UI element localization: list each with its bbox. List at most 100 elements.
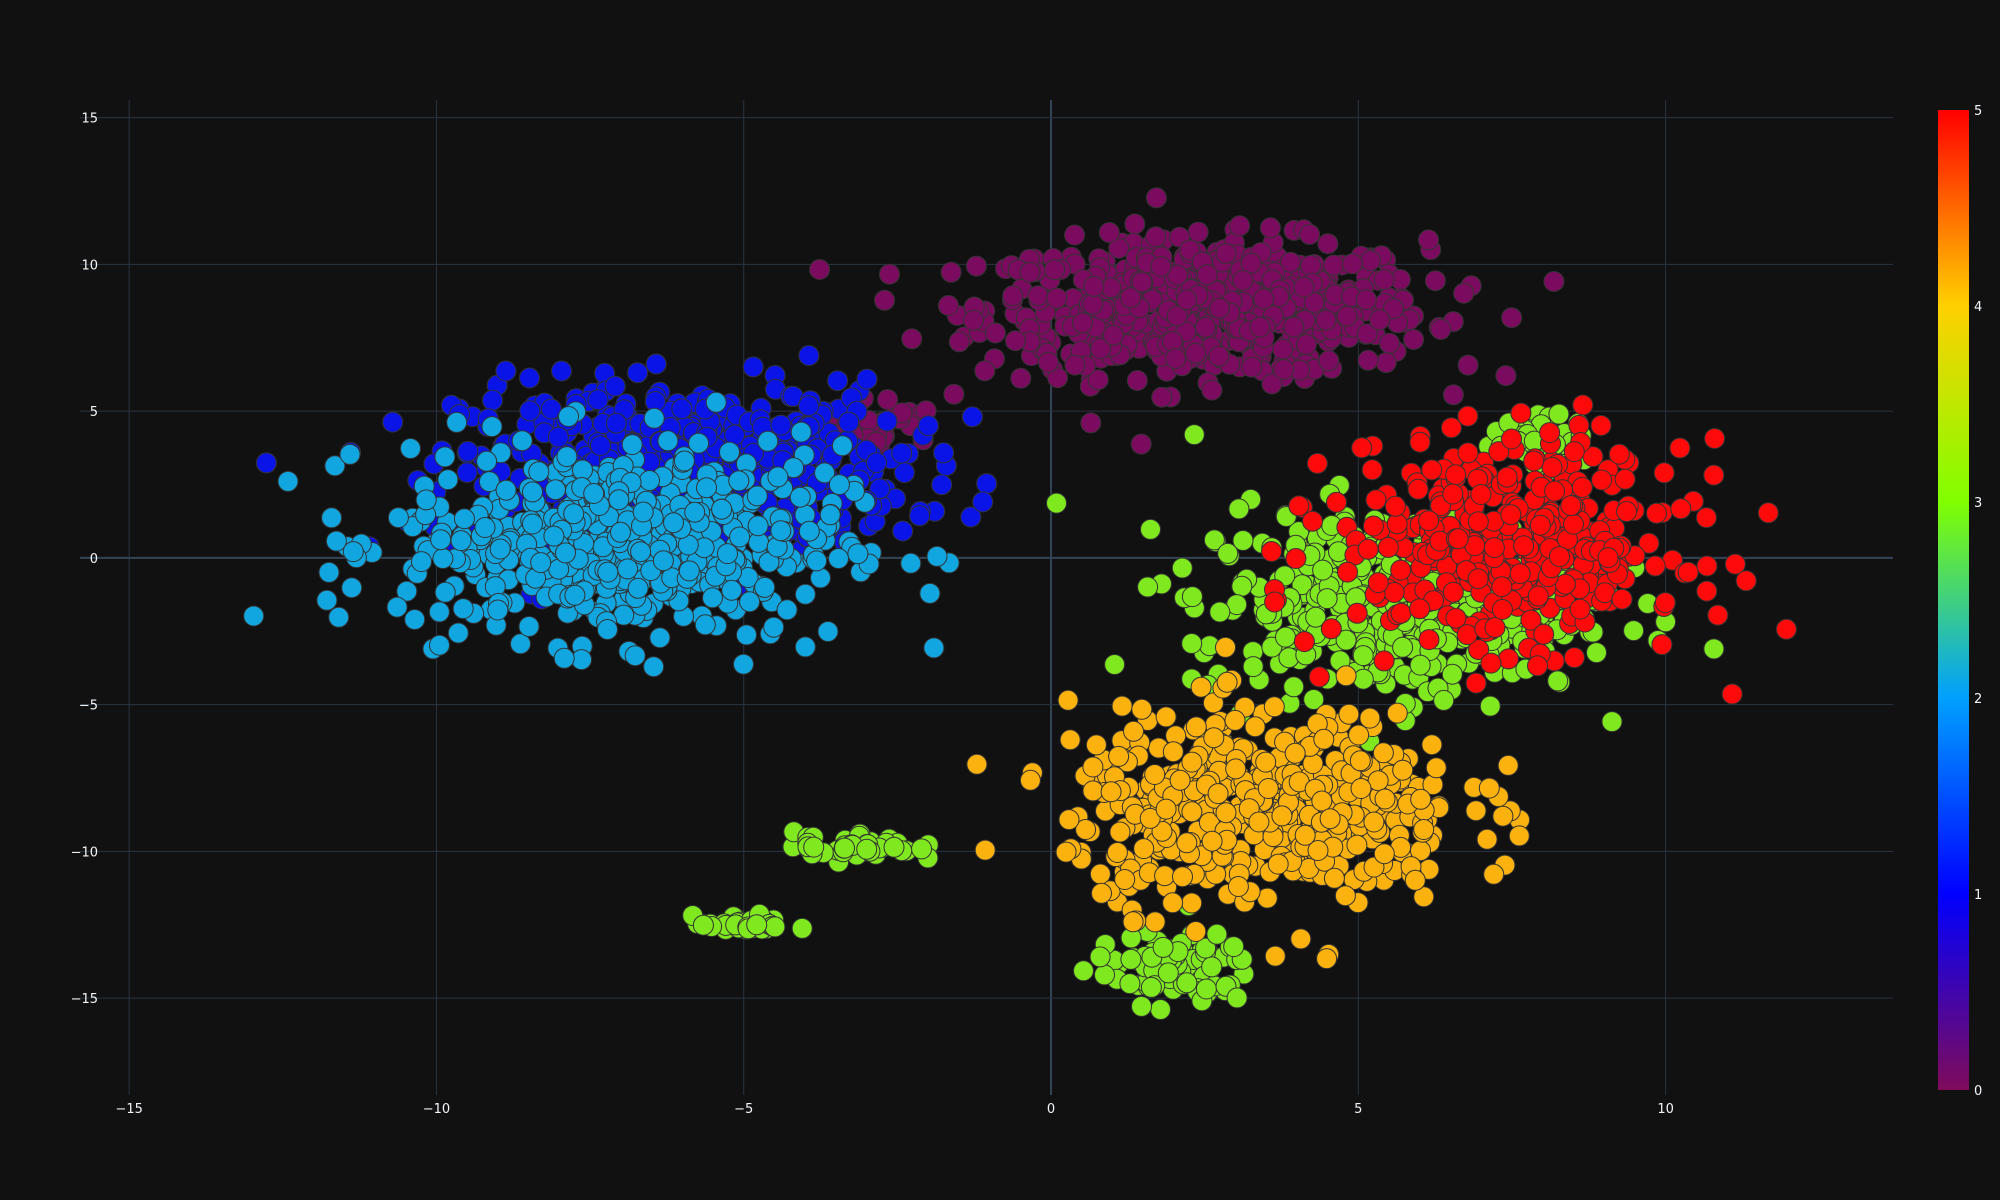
data-point: [1195, 316, 1216, 338]
data-point: [671, 398, 693, 420]
data-point: [1085, 734, 1107, 756]
data-point: [1080, 412, 1102, 434]
data-point: [770, 520, 792, 542]
data-point: [764, 916, 786, 938]
data-point: [1203, 529, 1225, 551]
data-point: [1316, 948, 1338, 970]
data-point: [1154, 865, 1176, 887]
data-point: [728, 470, 750, 492]
data-point: [1172, 866, 1193, 888]
data-point: [456, 462, 478, 483]
data-point: [1533, 623, 1555, 645]
data-point: [1108, 745, 1130, 767]
data-point: [522, 481, 543, 503]
data-point: [1386, 513, 1408, 535]
data-point: [386, 596, 408, 618]
data-point: [1089, 863, 1111, 885]
colorbar-tick-label: 0: [1974, 1084, 1982, 1099]
data-point: [827, 370, 849, 392]
data-point: [1375, 352, 1397, 374]
data-point: [1467, 568, 1489, 590]
data-point: [1229, 215, 1251, 237]
data-point: [1064, 354, 1086, 376]
data-point: [518, 616, 540, 637]
data-point: [940, 261, 962, 283]
data-point: [1255, 751, 1277, 773]
data-point: [1390, 602, 1412, 624]
data-point: [328, 606, 350, 628]
data-point: [1614, 468, 1636, 490]
data-point: [1144, 911, 1166, 933]
data-point: [1357, 538, 1379, 560]
data-point: [965, 255, 987, 277]
data-point: [1130, 433, 1152, 455]
data-point: [1457, 442, 1479, 464]
data-point: [798, 520, 820, 542]
data-point: [1291, 574, 1313, 596]
data-point: [608, 489, 630, 511]
colorbar-tick-label: 4: [1974, 300, 1982, 315]
data-point: [555, 542, 576, 564]
data-point: [590, 435, 611, 457]
data-point: [1361, 459, 1383, 481]
data-point: [528, 461, 550, 483]
data-point: [243, 605, 265, 627]
data-point: [1216, 671, 1238, 693]
data-point: [1075, 819, 1097, 840]
colorbar-tick-label: 5: [1974, 104, 1982, 119]
data-point: [1548, 403, 1570, 425]
data-point: [1315, 309, 1337, 331]
data-point: [428, 601, 450, 623]
data-point: [1442, 483, 1464, 505]
data-point: [447, 622, 469, 644]
data-point: [1520, 609, 1542, 631]
data-point: [838, 411, 860, 433]
y-tick-label: 0: [90, 552, 98, 567]
data-point: [1181, 751, 1203, 773]
data-point: [1227, 876, 1249, 897]
colorbar: 0 1 2 3 4 5: [1938, 104, 1982, 1099]
data-point: [1496, 466, 1518, 488]
colorbar-gradient: [1938, 110, 1969, 1090]
data-point: [1335, 629, 1357, 651]
data-point: [1351, 437, 1373, 459]
data-point: [1162, 741, 1184, 763]
data-point: [1279, 251, 1301, 273]
data-point: [1111, 695, 1133, 717]
data-point: [1133, 838, 1155, 860]
data-point: [763, 616, 785, 638]
data-point: [1055, 841, 1077, 863]
data-point: [1433, 689, 1455, 711]
colorbar-tick-label: 3: [1974, 496, 1982, 511]
data-point: [1440, 417, 1462, 439]
x-tick-label: −10: [423, 1102, 450, 1117]
data-point: [1335, 665, 1357, 687]
data-point: [960, 506, 982, 528]
data-point: [1563, 441, 1585, 463]
data-point: [1644, 555, 1666, 577]
data-point: [1372, 742, 1394, 764]
data-point: [1091, 882, 1112, 904]
data-point: [255, 452, 277, 474]
data-point: [1527, 585, 1549, 607]
data-point: [976, 473, 998, 495]
data-point: [1185, 921, 1207, 942]
data-point: [1264, 945, 1286, 967]
data-point: [1597, 547, 1619, 569]
colorbar-tick-labels: 0 1 2 3 4 5: [1974, 104, 1982, 1099]
data-point: [1483, 863, 1505, 885]
data-point: [1421, 459, 1443, 481]
data-point: [1203, 727, 1225, 749]
data-point: [1316, 588, 1338, 610]
data-point: [1232, 530, 1254, 551]
data-point: [809, 259, 831, 280]
data-point: [1145, 187, 1167, 209]
data-point: [1386, 702, 1408, 724]
data-point: [856, 368, 878, 390]
data-point: [1027, 285, 1049, 307]
data-point: [1313, 728, 1335, 750]
data-point: [1409, 598, 1431, 620]
data-point: [663, 512, 684, 534]
data-point: [1124, 213, 1146, 235]
